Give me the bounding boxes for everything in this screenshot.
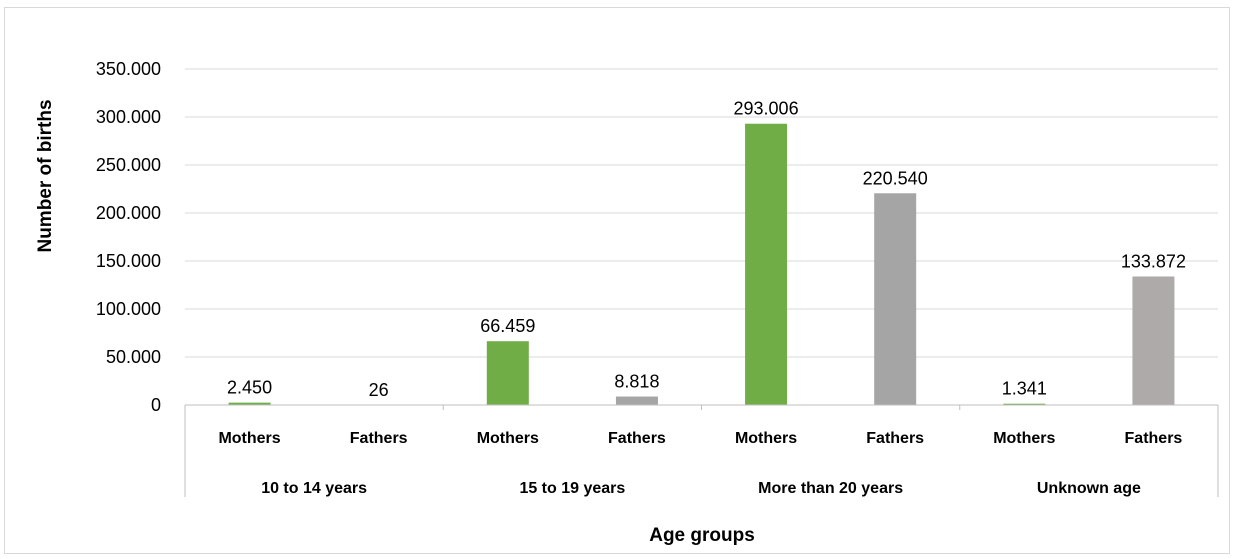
x-tick-label: Mothers	[477, 430, 539, 447]
x-tick-label: Mothers	[218, 430, 280, 447]
x-tick-label: Fathers	[866, 430, 924, 447]
y-tick-label: 300.000	[96, 107, 161, 127]
data-label: 66.459	[480, 316, 535, 336]
y-tick-label: 100.000	[96, 299, 161, 319]
bar	[486, 341, 529, 405]
x-tick-label: Mothers	[993, 430, 1055, 447]
data-label: 220.540	[863, 168, 928, 188]
gridlines	[185, 68, 1218, 358]
bar	[745, 123, 788, 406]
y-tick-label: 0	[151, 395, 161, 415]
bar	[874, 193, 917, 405]
data-label: 8.818	[614, 372, 659, 392]
bar	[1003, 403, 1046, 405]
bar	[615, 396, 658, 405]
bar	[228, 402, 271, 405]
group-label: 10 to 14 years	[261, 480, 367, 497]
data-label: 2.450	[227, 378, 272, 398]
x-tick-label: Fathers	[350, 430, 408, 447]
group-label: Unknown age	[1037, 480, 1141, 497]
labels: 0 50.000 100.000 150.000 200.000 250.000 300.0…	[96, 59, 1186, 497]
x-tick-label: Mothers	[735, 430, 797, 447]
chart-frame	[4, 7, 1230, 554]
group-label: 15 to 19 years	[519, 480, 625, 497]
x-axis-title: Age groups	[649, 525, 755, 546]
x-tick-label: Fathers	[608, 430, 666, 447]
bars	[228, 123, 1175, 406]
bar	[1132, 276, 1175, 405]
data-label: 293.006	[734, 99, 799, 119]
y-tick-label: 350.000	[96, 59, 161, 79]
data-label: 133.872	[1121, 251, 1186, 271]
y-tick-label: 250.000	[96, 155, 161, 175]
y-tick-label: 200.000	[96, 203, 161, 223]
data-label: 26	[369, 380, 389, 400]
y-axis-title: Number of births	[35, 99, 56, 252]
x-tick-label: Fathers	[1125, 430, 1183, 447]
y-tick-label: 50.000	[106, 347, 161, 367]
group-label: More than 20 years	[758, 480, 903, 497]
data-label: 1.341	[1002, 379, 1047, 399]
axes	[184, 404, 1219, 497]
y-tick-label: 150.000	[96, 251, 161, 271]
